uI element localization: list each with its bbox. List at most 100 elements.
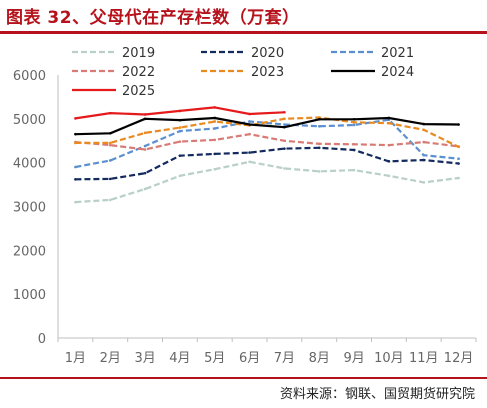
legend-label-2024: 2024 [381,65,414,80]
title-rule [0,31,487,34]
data-point-2019 [283,167,286,170]
data-point-2021 [178,129,182,133]
data-point-2022 [213,138,217,142]
x-tick-label: 11月 [409,351,439,366]
y-tick-label: 3000 [13,201,46,216]
x-tick-label: 6月 [239,351,260,366]
data-point-2023 [74,141,77,145]
x-tick-label: 5月 [204,351,225,366]
data-point-2020 [457,162,460,165]
data-point-2024 [317,117,321,121]
data-point-2024 [74,132,77,136]
data-point-2020 [422,158,426,162]
series-line-2022 [75,133,459,151]
data-point-2021 [422,153,426,157]
data-point-2019 [178,174,182,178]
data-point-2024 [457,123,460,126]
data-point-2024 [283,125,286,129]
data-point-2020 [213,152,217,156]
data-point-2019 [422,181,426,184]
data-point-2019 [213,167,217,171]
x-tick-label: 12月 [444,351,474,366]
data-point-2020 [317,146,321,150]
y-tick-label: 1000 [13,288,46,303]
data-point-2025 [213,106,217,109]
data-point-2022 [143,148,147,151]
series-line-2020 [75,146,459,181]
x-tick-label: 10月 [374,351,404,366]
data-point-2024 [248,123,251,126]
data-point-2024 [387,116,391,120]
data-point-2020 [387,160,391,163]
data-point-2022 [178,140,182,143]
y-tick-label: 2000 [13,244,46,259]
data-point-2025 [283,110,286,114]
x-tick-label: 1月 [65,351,86,366]
data-point-2022 [283,139,286,143]
data-point-2019 [317,170,321,173]
data-point-2020 [352,148,356,152]
x-tick-label: 2月 [100,351,121,366]
data-point-2023 [457,145,460,149]
data-point-2023 [178,126,182,129]
data-point-2020 [108,177,112,181]
legend-label-2020: 2020 [251,46,284,61]
data-point-2019 [248,160,251,164]
data-point-2025 [248,112,251,116]
data-point-2020 [248,151,251,154]
data-point-2022 [387,143,391,147]
data-point-2024 [143,117,147,121]
data-point-2024 [108,131,112,135]
data-point-2023 [213,120,217,123]
data-point-2024 [422,122,426,126]
line-chart: 0 1000 2000 3000 4000 5000 6000 1月 2月 3月 4月 5月 6月 7月 8… [13,46,477,366]
y-tick-label: 0 [38,332,46,347]
data-point-2019 [108,198,112,202]
data-point-2023 [143,131,147,135]
x-tick-label: 3月 [134,351,155,366]
data-point-2025 [108,111,112,115]
data-point-2024 [178,118,182,122]
data-point-2019 [74,200,77,204]
data-point-2023 [283,117,286,121]
data-point-2020 [283,147,286,150]
data-point-2025 [143,113,147,116]
series-line-2023 [75,116,460,148]
data-point-2019 [387,174,391,178]
legend-label-2025: 2025 [122,84,155,99]
series-line-2019 [75,160,459,204]
source-note: 资料来源：钢联、国贸期货研究院 [279,387,475,402]
data-point-2023 [387,121,391,125]
data-point-2024 [213,116,217,120]
data-point-2022 [108,143,112,147]
data-point-2022 [352,142,356,146]
data-point-2022 [422,140,426,144]
data-point-2019 [143,187,147,191]
data-point-2023 [352,121,356,124]
data-point-2020 [74,178,77,181]
figure-title: 图表 32、父母代在产存栏数（万套） [6,8,300,28]
x-tick-label: 9月 [343,351,364,366]
data-point-2019 [352,168,356,172]
data-point-2025 [178,109,182,113]
data-point-2025 [74,117,77,120]
x-tick-label: 7月 [274,351,295,366]
data-point-2021 [143,144,147,148]
y-tick-label: 4000 [13,157,46,172]
data-point-2022 [317,142,321,146]
data-point-2023 [422,128,426,132]
x-tick-label: 8月 [309,351,330,366]
data-point-2020 [143,171,147,175]
data-point-2021 [457,157,460,161]
data-point-2021 [74,165,77,169]
y-tick-label: 6000 [13,69,46,84]
legend-label-2021: 2021 [381,46,414,61]
data-point-2021 [283,123,286,126]
legend-label-2019: 2019 [122,46,155,61]
legend-label-2023: 2023 [251,65,284,80]
footer-rule [0,377,487,379]
legend-label-2022: 2022 [122,65,155,80]
y-tick-label: 5000 [13,113,46,128]
data-point-2019 [457,176,460,180]
data-point-2023 [108,141,112,145]
